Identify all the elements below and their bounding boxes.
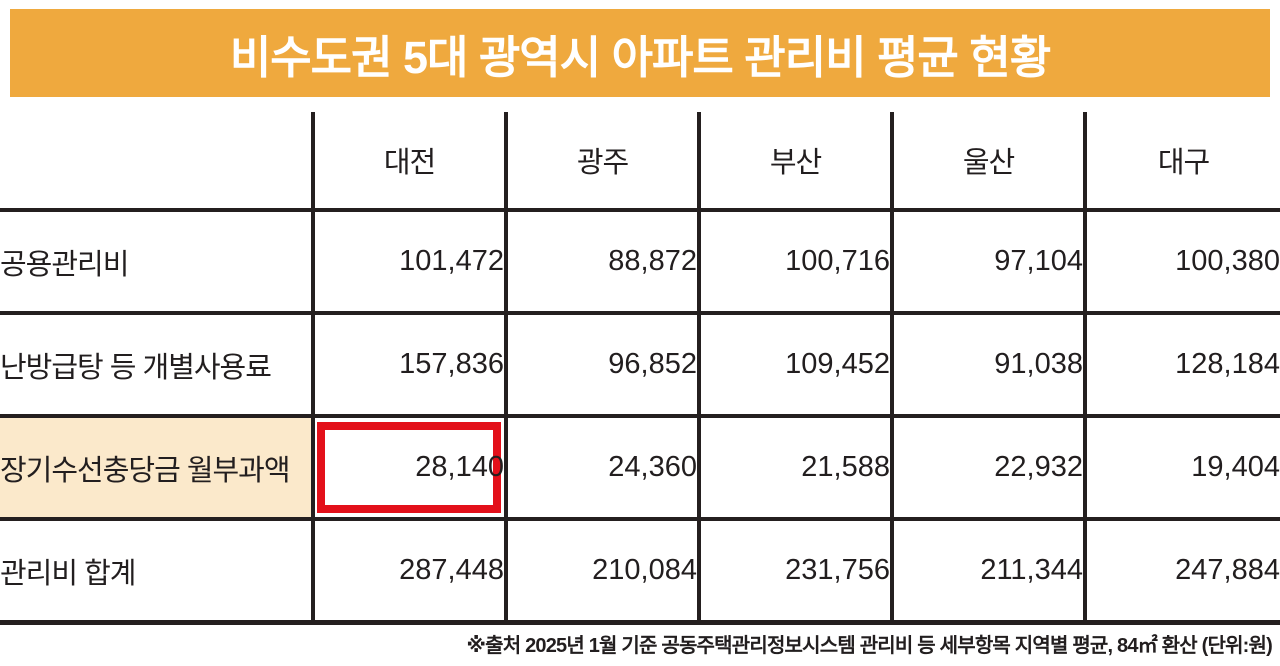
value-cell: 287,448 bbox=[311, 517, 506, 625]
column-header-gwangju: 광주 bbox=[504, 112, 699, 210]
column-header-daejeon: 대전 bbox=[311, 112, 506, 210]
header-row: 대전 광주 부산 울산 대구 bbox=[0, 112, 1280, 210]
highlighted-value: 28,140 bbox=[415, 451, 504, 483]
value-cell: 101,472 bbox=[311, 208, 506, 313]
source-footnote: ※출처 2025년 1월 기준 공동주택관리정보시스템 관리비 등 세부항목 지… bbox=[466, 635, 1272, 657]
value-cell: 24,360 bbox=[504, 414, 699, 519]
row-label-individual-usage: 난방급탕 등 개별사용료 bbox=[0, 311, 313, 416]
value-cell: 231,756 bbox=[697, 517, 892, 625]
value-cell: 247,884 bbox=[1083, 517, 1280, 625]
column-header-busan: 부산 bbox=[697, 112, 892, 210]
management-fees-table: 대전 광주 부산 울산 대구 공용관리비 101,472 88,872 100,… bbox=[0, 112, 1280, 625]
value-cell: 19,404 bbox=[1083, 414, 1280, 519]
row-label-repair-reserve: 장기수선충당금 월부과액 bbox=[0, 414, 313, 519]
row-label-total-fee: 관리비 합계 bbox=[0, 517, 313, 625]
table-row-total-fee: 관리비 합계 287,448 210,084 231,756 211,344 2… bbox=[0, 517, 1280, 625]
table-row-individual-usage: 난방급탕 등 개별사용료 157,836 96,852 109,452 91,0… bbox=[0, 311, 1280, 416]
value-cell: 96,852 bbox=[504, 311, 699, 416]
value-cell: 88,872 bbox=[504, 208, 699, 313]
row-label-common-fee: 공용관리비 bbox=[0, 208, 313, 313]
value-cell: 211,344 bbox=[890, 517, 1085, 625]
value-cell: 210,084 bbox=[504, 517, 699, 625]
page-title: 비수도권 5대 광역시 아파트 관리비 평균 현황 bbox=[229, 31, 1051, 83]
value-cell: 100,716 bbox=[697, 208, 892, 313]
value-cell: 157,836 bbox=[311, 311, 506, 416]
value-cell: 100,380 bbox=[1083, 208, 1280, 313]
value-cell: 97,104 bbox=[890, 208, 1085, 313]
table-row-common-fee: 공용관리비 101,472 88,872 100,716 97,104 100,… bbox=[0, 208, 1280, 313]
highlighted-value-cell: 28,140 bbox=[311, 414, 506, 519]
value-cell: 128,184 bbox=[1083, 311, 1280, 416]
title-banner: 비수도권 5대 광역시 아파트 관리비 평균 현황 bbox=[10, 9, 1270, 97]
value-cell: 109,452 bbox=[697, 311, 892, 416]
table-row-repair-reserve: 장기수선충당금 월부과액 28,140 24,360 21,588 22,932… bbox=[0, 414, 1280, 519]
value-cell: 21,588 bbox=[697, 414, 892, 519]
corner-cell bbox=[0, 112, 313, 210]
value-cell: 91,038 bbox=[890, 311, 1085, 416]
value-cell: 22,932 bbox=[890, 414, 1085, 519]
column-header-daegu: 대구 bbox=[1083, 112, 1280, 210]
column-header-ulsan: 울산 bbox=[890, 112, 1085, 210]
